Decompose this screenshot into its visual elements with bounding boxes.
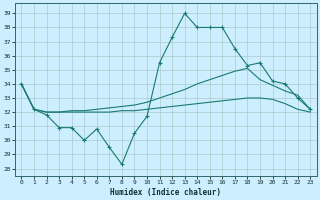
X-axis label: Humidex (Indice chaleur): Humidex (Indice chaleur) <box>110 188 221 197</box>
